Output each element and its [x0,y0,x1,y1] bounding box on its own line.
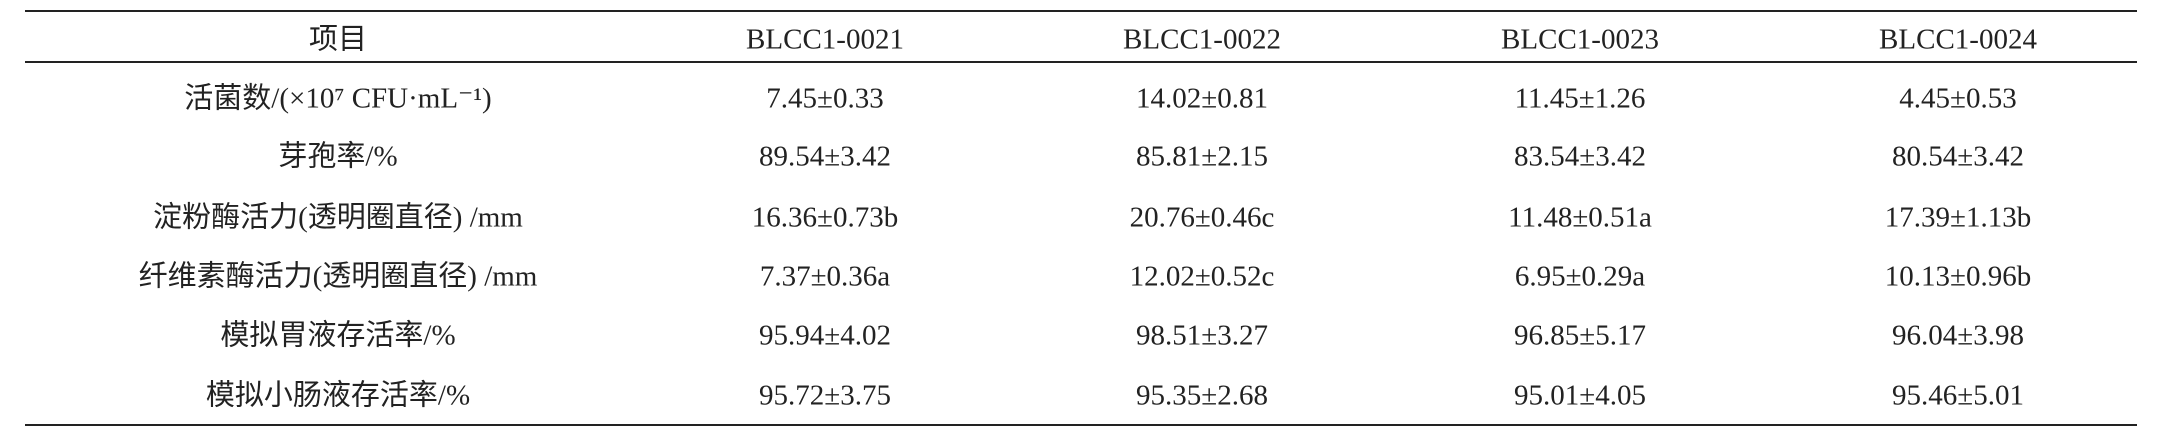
header-rule [25,61,2137,63]
data-cell: 11.45±1.26 [1514,82,1646,115]
top-rule [25,10,2137,12]
data-cell: 4.45±0.53 [1899,82,2017,115]
data-cell: 7.37±0.36a [759,260,891,293]
data-cell: 12.02±0.52c [1129,260,1275,293]
data-cell: 98.51±3.27 [1136,319,1268,352]
data-cell: 95.46±5.01 [1892,379,2024,412]
row-label: 模拟小肠液存活率/% [205,379,471,412]
data-cell: 10.13±0.96b [1884,260,2032,293]
data-cell: 80.54±3.42 [1892,140,2024,173]
header-cell: BLCC1-0021 [746,23,904,56]
data-cell: 14.02±0.81 [1136,82,1268,115]
header-cell: BLCC1-0022 [1123,23,1281,56]
row-label: 模拟胃液存活率/% [220,319,456,352]
data-cell: 95.94±4.02 [759,319,891,352]
data-cell: 17.39±1.13b [1884,201,2032,234]
header-cell: 项目 [308,23,368,56]
data-cell: 85.81±2.15 [1136,140,1268,173]
data-cell: 96.04±3.98 [1892,319,2024,352]
data-cell: 95.01±4.05 [1514,379,1646,412]
data-cell: 95.35±2.68 [1136,379,1268,412]
data-cell: 83.54±3.42 [1514,140,1646,173]
row-label: 芽孢率/% [278,140,398,173]
data-cell: 11.48±0.51a [1508,201,1652,234]
data-cell: 95.72±3.75 [759,379,891,412]
header-cell: BLCC1-0023 [1501,23,1659,56]
bottom-rule [25,424,2137,426]
data-cell: 7.45±0.33 [766,82,884,115]
data-cell: 20.76±0.46c [1129,201,1275,234]
data-cell: 16.36±0.73b [751,201,899,234]
data-cell: 6.95±0.29a [1514,260,1646,293]
data-cell: 96.85±5.17 [1514,319,1646,352]
row-label: 活菌数/(×10⁷ CFU·mL⁻¹) [184,82,492,115]
header-cell: BLCC1-0024 [1879,23,2037,56]
row-label: 纤维素酶活力(透明圈直径) /mm [138,260,538,293]
data-cell: 89.54±3.42 [759,140,891,173]
row-label: 淀粉酶活力(透明圈直径) /mm [153,201,523,234]
